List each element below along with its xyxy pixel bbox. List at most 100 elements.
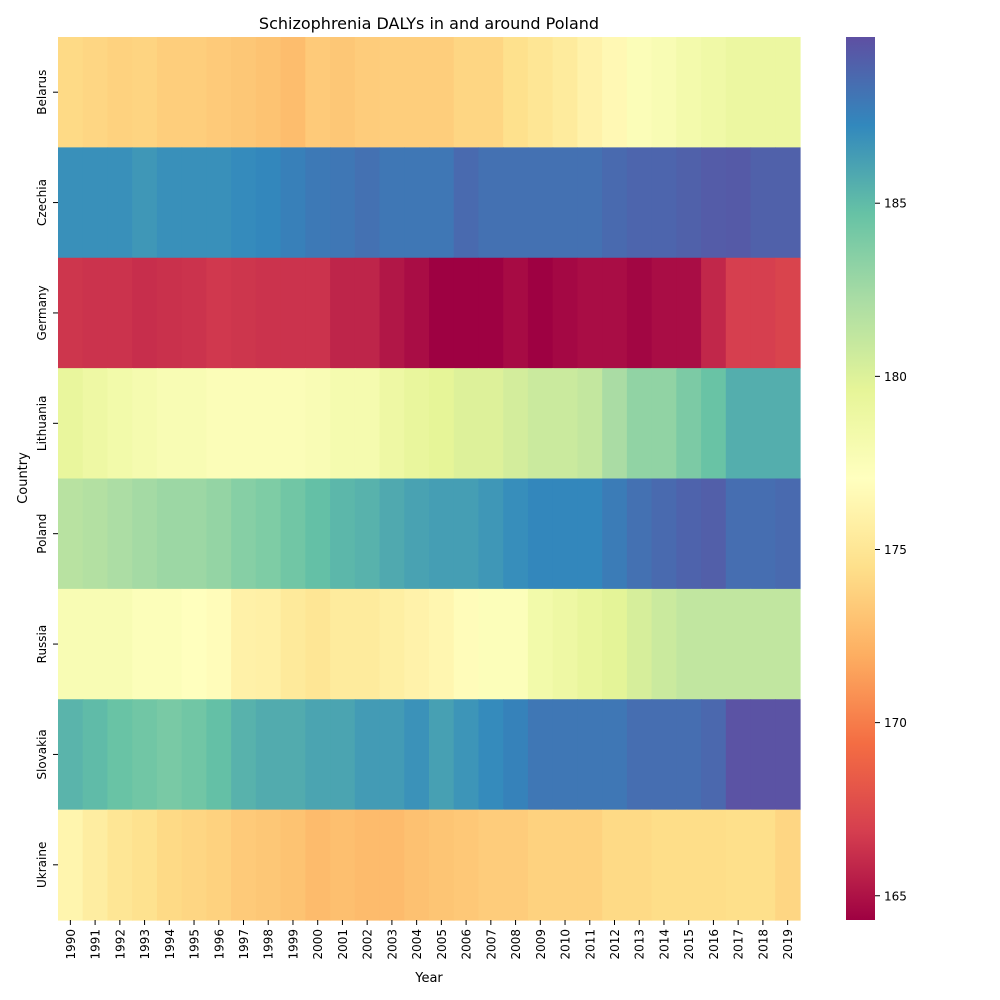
heatmap-cell <box>305 699 331 811</box>
heatmap-cell <box>429 147 455 259</box>
colorbar-tick-label: 180 <box>884 370 907 384</box>
heatmap-cell <box>478 368 504 480</box>
y-tick-label: Germany <box>35 285 49 340</box>
heatmap-cell <box>354 368 381 480</box>
x-tick-label: 2002 <box>361 929 375 960</box>
heatmap-cell <box>552 478 578 590</box>
heatmap-cell <box>206 147 232 259</box>
x-tick-label: 2006 <box>460 929 474 960</box>
heatmap-cell <box>478 147 504 259</box>
heatmap-cell <box>503 37 529 148</box>
heatmap-cell <box>775 699 801 811</box>
heatmap-cell <box>181 699 207 811</box>
heatmap-cell <box>330 699 356 811</box>
heatmap-cell <box>453 147 480 259</box>
heatmap-cell <box>725 588 752 700</box>
heatmap-cell <box>701 147 727 259</box>
heatmap-cell <box>750 37 776 148</box>
heatmap-cell <box>82 588 109 700</box>
heatmap-cell <box>231 37 257 148</box>
heatmap-cell <box>156 588 183 700</box>
chart-title: Schizophrenia DALYs in and around Poland <box>259 14 599 33</box>
heatmap-cell <box>602 588 628 700</box>
x-tick-label: 2012 <box>608 929 622 960</box>
heatmap-cell <box>330 257 356 369</box>
heatmap-cell <box>107 257 133 369</box>
colorbar-tick-label: 185 <box>884 197 907 211</box>
heatmap-cell <box>552 809 578 921</box>
heatmap-cell <box>255 147 282 259</box>
heatmap-cell <box>701 37 727 148</box>
heatmap-cell <box>429 588 455 700</box>
heatmap-cell <box>676 368 702 480</box>
heatmap-cell <box>676 147 702 259</box>
heatmap-cell <box>280 257 306 369</box>
heatmap-cell <box>58 809 84 921</box>
heatmap-cell <box>107 809 133 921</box>
heatmap-cell <box>82 257 109 369</box>
heatmap-cell <box>478 809 504 921</box>
heatmap-cell <box>156 699 183 811</box>
heatmap-cell <box>82 809 109 921</box>
x-tick-label: 2007 <box>484 929 498 960</box>
x-tick-label: 2016 <box>707 929 721 960</box>
x-tick-label: 1997 <box>237 929 251 960</box>
y-tick-label: Poland <box>35 514 49 554</box>
heatmap-cell <box>181 257 207 369</box>
heatmap-cell <box>58 478 84 590</box>
heatmap-cell <box>775 147 801 259</box>
heatmap-cell <box>379 699 405 811</box>
heatmap-cell <box>404 588 430 700</box>
heatmap-cell <box>404 257 430 369</box>
heatmap-cell <box>651 368 677 480</box>
heatmap-cell <box>206 588 232 700</box>
heatmap-cell <box>206 809 232 921</box>
heatmap-cell <box>676 699 702 811</box>
heatmap-cell <box>552 37 578 148</box>
heatmap-cell <box>280 478 306 590</box>
heatmap-cell <box>602 37 628 148</box>
heatmap-cell <box>132 37 158 148</box>
heatmap-cell <box>453 699 480 811</box>
heatmap-cell <box>379 37 405 148</box>
heatmap-cell <box>107 147 133 259</box>
heatmap-cell <box>181 588 207 700</box>
heatmap-cell <box>429 37 455 148</box>
heatmap-cell <box>82 478 109 590</box>
heatmap-cell <box>132 588 158 700</box>
heatmap-cell <box>725 147 752 259</box>
heatmap-cell <box>453 37 480 148</box>
y-tick-label: Russia <box>35 625 49 664</box>
heatmap-cells <box>58 37 801 921</box>
heatmap-cell <box>725 257 752 369</box>
heatmap-cell <box>651 257 677 369</box>
heatmap-cell <box>181 147 207 259</box>
heatmap-cell <box>379 257 405 369</box>
x-tick-label: 2005 <box>435 929 449 960</box>
heatmap-cell <box>577 147 603 259</box>
x-tick-label: 2019 <box>781 929 795 960</box>
heatmap-cell <box>206 257 232 369</box>
colorbar-tick-label: 165 <box>884 889 907 903</box>
heatmap-cell <box>651 478 677 590</box>
heatmap-cell <box>354 588 381 700</box>
heatmap-cell <box>775 588 801 700</box>
heatmap-cell <box>453 368 480 480</box>
heatmap-cell <box>156 368 183 480</box>
heatmap-cell <box>602 257 628 369</box>
heatmap-cell <box>725 809 752 921</box>
heatmap-cell <box>577 809 603 921</box>
heatmap-cell <box>330 809 356 921</box>
heatmap-cell <box>280 809 306 921</box>
heatmap-cell <box>82 147 109 259</box>
heatmap-cell <box>478 699 504 811</box>
heatmap-cell <box>503 699 529 811</box>
heatmap-cell <box>701 257 727 369</box>
heatmap-cell <box>552 588 578 700</box>
heatmap-cell <box>404 147 430 259</box>
heatmap-cell <box>552 368 578 480</box>
heatmap-cell <box>58 368 84 480</box>
heatmap-cell <box>676 588 702 700</box>
heatmap-cell <box>701 699 727 811</box>
